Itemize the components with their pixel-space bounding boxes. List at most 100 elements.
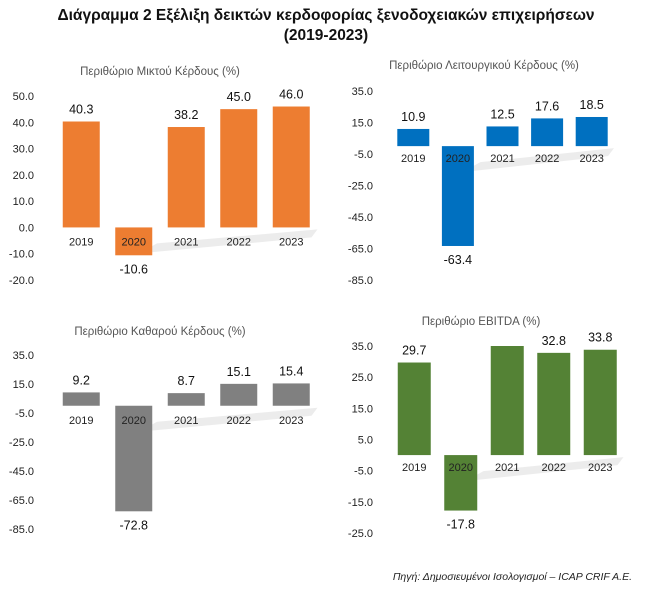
y-tick-label: -65.0 <box>9 495 34 507</box>
x-category-label: 2021 <box>495 462 519 474</box>
data-label: 18.5 <box>580 98 604 112</box>
x-category-label: 2023 <box>588 462 612 474</box>
data-label: 15.1 <box>227 365 251 379</box>
page-title-line-2: (2019-2023) <box>283 27 369 44</box>
x-category-label: 2022 <box>542 462 566 474</box>
bar-2021 <box>167 127 205 228</box>
bar-2022 <box>220 109 258 228</box>
x-category-label: 2020 <box>449 462 473 474</box>
x-category-label: 2020 <box>122 236 146 248</box>
x-category-label: 2019 <box>69 236 93 248</box>
y-tick-label: -85.0 <box>9 524 34 536</box>
data-label: 29.7 <box>402 344 426 358</box>
bar-2020 <box>441 146 474 246</box>
chart-net-margin-svg: Περιθώριο Καθαρού Κέρδους (%) 35.0 15.0 -5.… <box>9 326 318 536</box>
data-label: 10.9 <box>401 110 425 124</box>
y-tick-label: -10.0 <box>9 249 34 261</box>
bar-2022 <box>531 118 564 147</box>
page-title-line-1: Διάγραμμα 2 Εξέλιξη δεικτών κερδοφορίας … <box>57 7 595 24</box>
chart-ebitda-margin-svg: Περιθώριο EBITDA (%) 35.0 25.0 15.0 5.0 -5.0 -… <box>348 316 624 540</box>
x-category-label: 2022 <box>227 415 251 427</box>
x-category-label: 2021 <box>490 153 514 165</box>
y-tick-label: -25.0 <box>9 437 34 449</box>
bar-2022 <box>220 383 258 406</box>
chart-ebitda-margin: Περιθώριο EBITDA (%) 35.0 25.0 15.0 5.0 -5.0 -… <box>326 312 652 545</box>
bar-2021 <box>167 393 205 406</box>
y-tick-label: -85.0 <box>348 275 373 287</box>
y-tick-label: -45.0 <box>9 466 34 478</box>
chart-operating-margin-svg: Περιθώριο Λειτουργικού Κέρδους (%) 35.0 15… <box>348 60 614 287</box>
data-label: -17.8 <box>447 518 476 532</box>
x-category-label: 2023 <box>279 415 303 427</box>
x-category-label: 2023 <box>279 236 303 248</box>
y-tick-label: -15.0 <box>348 497 373 509</box>
bar-2021 <box>486 126 519 147</box>
chart-title: Περιθώριο Λειτουργικού Κέρδους (%) <box>389 60 579 72</box>
x-category-label: 2020 <box>446 153 470 165</box>
bar-2023 <box>575 116 608 147</box>
data-label: 40.3 <box>69 102 93 116</box>
chart-gross-margin-svg: Περιθώριο Μικτού Κέρδους (%) 50.0 40.0 30.0… <box>9 66 318 287</box>
bar-2020 <box>115 227 153 256</box>
data-label: -63.4 <box>444 253 473 267</box>
y-tick-label: 35.0 <box>352 341 373 353</box>
bar-2019 <box>397 362 431 456</box>
bar-2022 <box>537 352 571 456</box>
bar-2020 <box>115 405 153 512</box>
x-category-label: 2020 <box>122 415 146 427</box>
data-label: 46.0 <box>279 88 303 102</box>
x-category-label: 2021 <box>174 236 198 248</box>
y-tick-label: 40.0 <box>13 117 34 129</box>
floor-shadow <box>139 407 318 432</box>
page-title: Διάγραμμα 2 Εξέλιξη δεικτών κερδοφορίας … <box>0 6 652 46</box>
data-label: -72.8 <box>120 518 149 532</box>
y-tick-label: 35.0 <box>13 350 34 362</box>
bar-2019 <box>62 121 100 228</box>
chart-title: Περιθώριο Μικτού Κέρδους (%) <box>80 66 240 78</box>
y-tick-label: 15.0 <box>352 403 373 415</box>
x-category-label: 2022 <box>227 236 251 248</box>
y-tick-label: 50.0 <box>13 91 34 103</box>
y-tick-label: -65.0 <box>348 244 373 256</box>
y-tick-label: -5.0 <box>354 149 373 161</box>
y-tick-label: 30.0 <box>13 144 34 156</box>
bar-2023 <box>272 383 310 406</box>
x-category-label: 2023 <box>579 153 603 165</box>
y-tick-label: -20.0 <box>9 275 34 287</box>
data-label: 8.7 <box>178 374 195 388</box>
floor-shadow <box>465 457 624 482</box>
data-label: 9.2 <box>73 373 90 387</box>
x-category-label: 2021 <box>174 415 198 427</box>
data-label: -10.6 <box>120 262 149 276</box>
y-tick-label: 15.0 <box>352 118 373 130</box>
chart-title: Περιθώριο Καθαρού Κέρδους (%) <box>74 326 245 338</box>
bar-2023 <box>583 349 617 456</box>
floor-shadow <box>139 229 318 254</box>
x-category-label: 2022 <box>535 153 559 165</box>
y-tick-label: 0.0 <box>19 222 34 234</box>
y-tick-label: 25.0 <box>352 372 373 384</box>
chart-net-margin: Περιθώριο Καθαρού Κέρδους (%) 35.0 15.0 -5.… <box>0 322 326 547</box>
data-label: 17.6 <box>535 99 559 113</box>
data-label: 32.8 <box>542 334 566 348</box>
y-tick-label: -25.0 <box>348 181 373 193</box>
data-label: 15.4 <box>279 364 303 378</box>
x-category-label: 2019 <box>401 153 425 165</box>
x-category-label: 2019 <box>69 415 93 427</box>
bar-2019 <box>397 128 430 147</box>
floor-shadow <box>462 148 614 173</box>
y-tick-label: -5.0 <box>15 408 34 420</box>
y-tick-label: 5.0 <box>358 435 373 447</box>
data-label: 33.8 <box>588 331 612 345</box>
chart-operating-margin: Περιθώριο Λειτουργικού Κέρδους (%) 35.0 15… <box>326 55 652 300</box>
data-label: 38.2 <box>174 108 198 122</box>
y-tick-label: 35.0 <box>352 86 373 98</box>
y-tick-label: 10.0 <box>13 196 34 208</box>
y-tick-label: 20.0 <box>13 170 34 182</box>
bar-2021 <box>490 346 524 456</box>
bar-2023 <box>272 106 310 228</box>
y-tick-label: -25.0 <box>348 528 373 540</box>
bar-2020 <box>444 455 478 511</box>
y-tick-label: -45.0 <box>348 212 373 224</box>
x-category-label: 2019 <box>402 462 426 474</box>
